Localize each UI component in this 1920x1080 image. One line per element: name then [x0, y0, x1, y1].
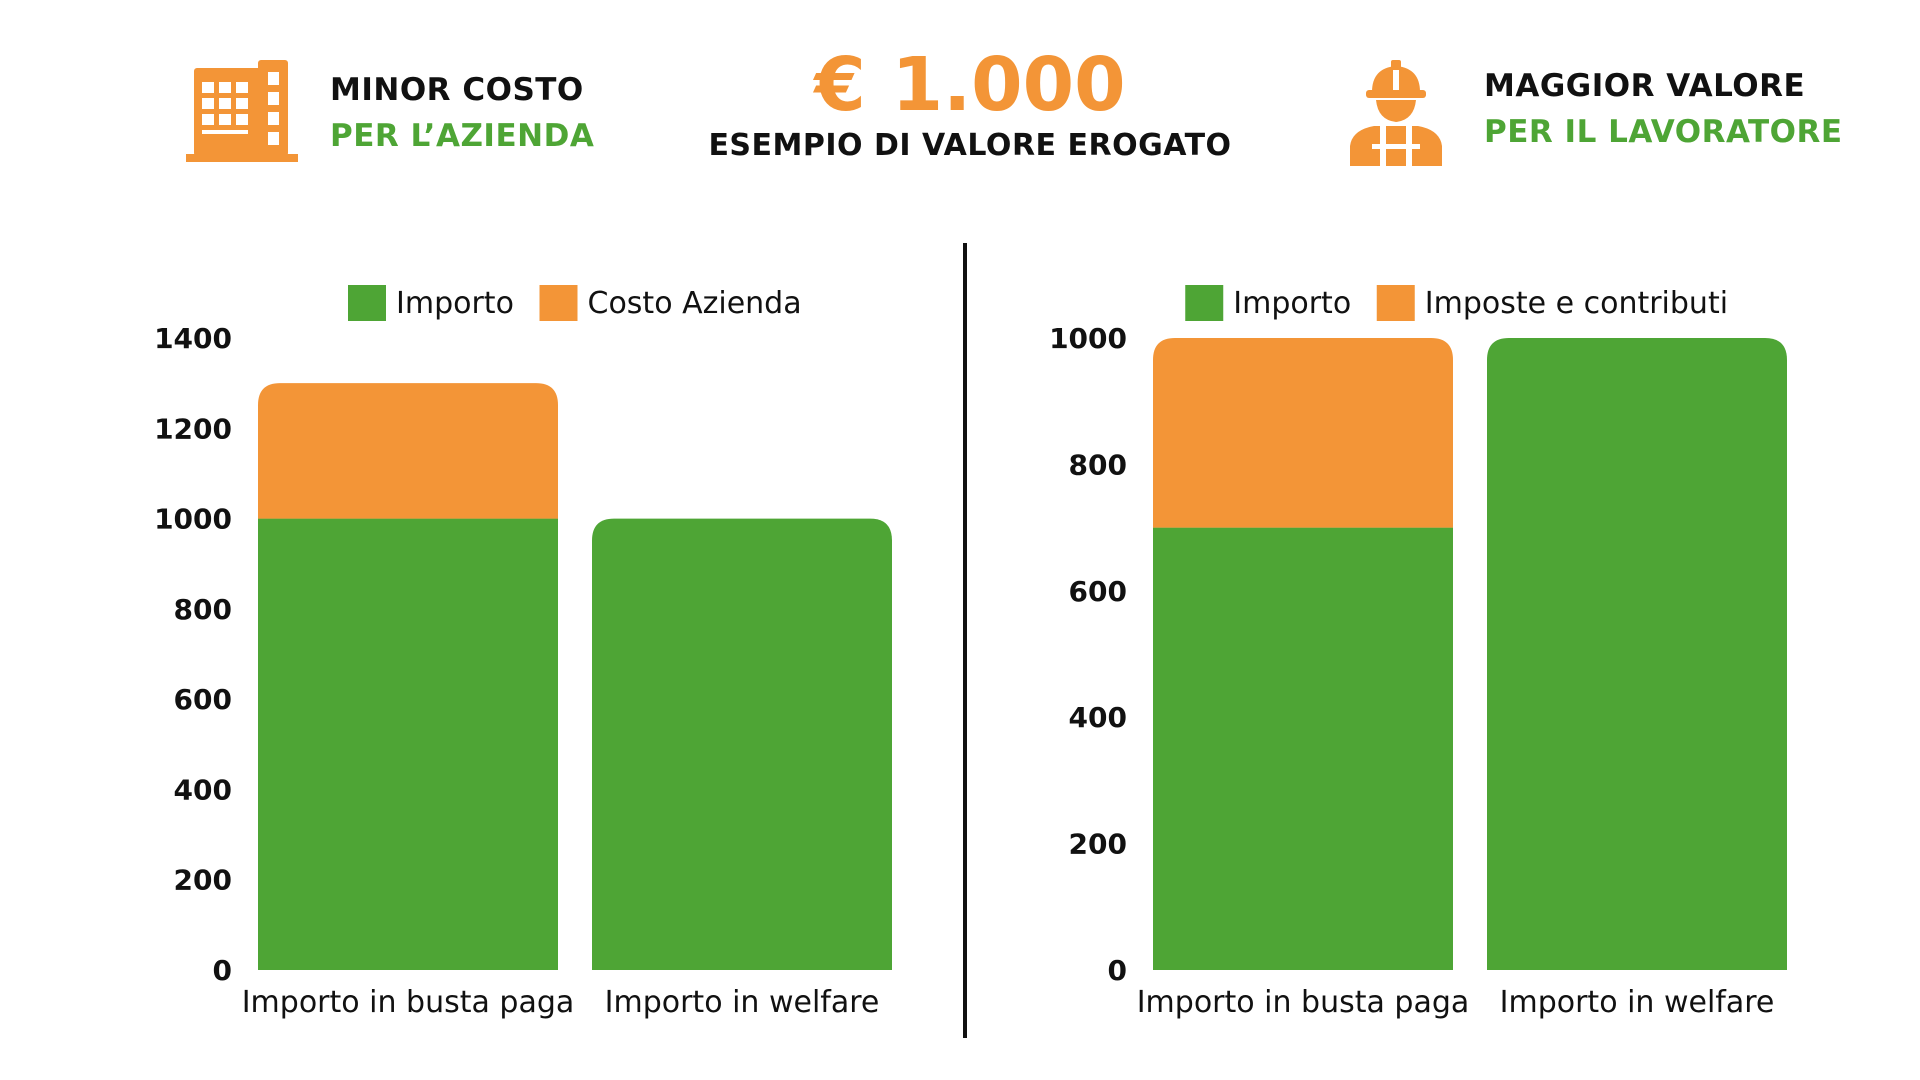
legend: Importo Imposte e contributi	[1185, 285, 1728, 321]
header: MINOR COSTO PER L’AZIENDA € 1.000 ESEMPI…	[0, 0, 1920, 200]
legend-swatch-0	[1185, 285, 1224, 321]
construction-worker-icon	[1344, 58, 1448, 166]
y-tick-label: 1000	[1049, 322, 1127, 355]
legend-label-0: Importo	[396, 286, 514, 321]
y-tick-label: 1200	[154, 412, 232, 445]
y-tick-label: 400	[1069, 701, 1127, 734]
bar-costo-azienda-0	[258, 383, 558, 519]
legend-swatch-1	[539, 285, 578, 321]
left-subheading: PER L’AZIENDA	[330, 118, 595, 154]
chart-worker-value-svg: Importo Imposte e contributi 0 200 400 600 800…	[1049, 285, 1787, 1020]
left-heading: MINOR COSTO	[330, 72, 584, 108]
legend-swatch-1	[1376, 285, 1415, 321]
legend-label-1: Imposte e contributi	[1425, 286, 1728, 321]
amount-value: € 1.000	[814, 42, 1126, 128]
y-tick-label: 800	[174, 593, 232, 626]
y-tick-label: 600	[1069, 575, 1127, 608]
y-tick-label: 1000	[154, 503, 232, 536]
x-category-label: Importo in busta paga	[242, 985, 575, 1020]
legend-label-0: Importo	[1233, 286, 1351, 321]
y-tick-label: 200	[1069, 828, 1127, 861]
chart-divider	[963, 243, 967, 1038]
bar-importo-1	[592, 518, 892, 970]
y-tick-label: 600	[174, 683, 232, 716]
y-tick-label: 800	[1069, 448, 1127, 481]
legend-label-1: Costo Azienda	[588, 286, 802, 321]
bar-importo-0	[1153, 527, 1453, 970]
amount-caption: ESEMPIO DI VALORE EROGATO	[708, 128, 1232, 163]
x-category-label: Importo in busta paga	[1137, 985, 1470, 1020]
chart-worker-value: Importo Imposte e contributi 0 200 400 600 800…	[965, 270, 1865, 1030]
bar-imposte-e-contributi-0	[1153, 338, 1453, 528]
right-subheading: PER IL LAVORATORE	[1484, 114, 1843, 150]
y-tick-label: 1400	[154, 322, 232, 355]
legend: Importo Costo Azienda	[348, 285, 802, 321]
chart-company-cost: Importo Costo Azienda 0 200 400 600 800 1000 120…	[70, 270, 970, 1030]
y-tick-label: 200	[174, 864, 232, 897]
x-category-label: Importo in welfare	[1500, 985, 1775, 1020]
chart-company-cost-svg: Importo Costo Azienda 0 200 400 600 800 1000 120…	[154, 285, 892, 1020]
right-heading: MAGGIOR VALORE	[1484, 68, 1806, 104]
bar-importo-0	[258, 518, 558, 970]
y-tick-label: 400	[174, 773, 232, 806]
bar-importo-1	[1487, 338, 1787, 970]
x-category-label: Importo in welfare	[605, 985, 880, 1020]
y-tick-label: 0	[213, 954, 232, 987]
y-tick-label: 0	[1108, 954, 1127, 987]
legend-swatch-0	[348, 285, 386, 321]
office-building-icon	[186, 60, 298, 166]
